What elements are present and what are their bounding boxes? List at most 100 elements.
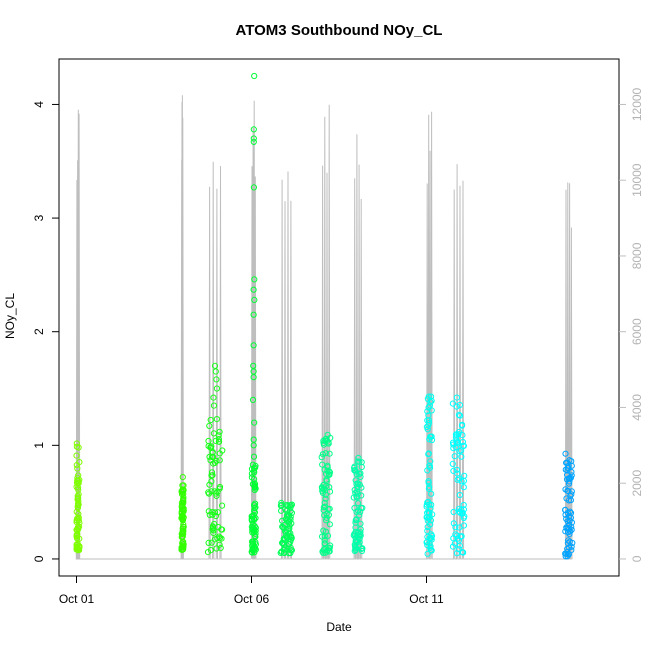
data-point: [320, 527, 327, 534]
data-point: [75, 484, 82, 491]
data-point: [425, 515, 432, 522]
data-point: [450, 508, 457, 516]
data-point: [178, 546, 186, 553]
data-point: [323, 514, 330, 521]
data-point: [279, 517, 286, 524]
y-tick-label: 0: [32, 555, 46, 562]
y2-tick-label: 8000: [630, 242, 644, 269]
data-point: [449, 460, 456, 467]
data-point: [248, 470, 255, 477]
data-point: [75, 486, 82, 493]
data-point: [74, 465, 81, 472]
x-tick-label: Oct 01: [59, 592, 95, 606]
data-point: [354, 494, 361, 501]
data-point: [74, 515, 81, 522]
data-point: [249, 529, 256, 536]
data-point: [352, 468, 359, 475]
data-point: [216, 533, 223, 540]
data-point: [424, 550, 431, 557]
series-3: [204, 362, 226, 556]
data-point: [207, 457, 214, 464]
data-point: [427, 546, 434, 554]
series-9: [449, 394, 468, 557]
data-point: [460, 514, 467, 522]
data-point: [425, 393, 432, 400]
data-point: [74, 524, 82, 531]
data-point: [74, 527, 81, 534]
plot-frame: [58, 58, 620, 577]
data-point: [326, 548, 333, 555]
data-point: [216, 541, 223, 548]
data-point: [180, 541, 187, 548]
data-point: [208, 488, 215, 495]
y2-tick-label: 6000: [630, 318, 644, 345]
data-point: [207, 444, 214, 452]
outlier-point: [250, 368, 257, 375]
data-point: [568, 488, 575, 495]
data-point: [428, 490, 435, 497]
data-point: [359, 504, 366, 512]
data-point: [428, 436, 436, 444]
data-point: [357, 531, 364, 538]
data-point: [320, 504, 327, 511]
data-point: [209, 472, 216, 479]
data-point: [453, 403, 460, 410]
data-point: [207, 416, 214, 424]
data-point: [209, 526, 216, 533]
data-point: [353, 480, 360, 488]
data-point: [320, 547, 327, 554]
data-point: [424, 417, 431, 424]
altitude-trace: [75, 95, 573, 560]
data-point: [74, 543, 81, 550]
outlier-point: [250, 342, 257, 349]
data-point: [326, 484, 333, 491]
data-point: [212, 437, 219, 444]
y-tick-label: 4: [32, 101, 46, 108]
x-tick-label: Oct 11: [409, 592, 444, 606]
data-point: [456, 401, 463, 409]
data-point: [460, 484, 467, 491]
data-point: [249, 512, 256, 520]
data-point: [216, 485, 223, 492]
data-point: [460, 442, 467, 449]
data-point: [206, 422, 213, 429]
data-point: [568, 519, 576, 526]
data-point: [286, 512, 293, 519]
data-point: [216, 457, 223, 464]
series-4: [248, 72, 259, 556]
data-point: [277, 502, 284, 509]
data-point: [210, 430, 217, 437]
data-point: [450, 467, 457, 474]
data-point: [208, 469, 216, 476]
data-point: [321, 499, 328, 507]
data-point: [321, 466, 328, 473]
data-point: [425, 479, 432, 486]
data-point: [322, 491, 329, 498]
data-point: [208, 478, 215, 485]
x-tick-label: Oct 06: [234, 592, 270, 606]
y2-tick-label: 2000: [630, 470, 644, 497]
data-point: [214, 509, 221, 516]
data-point: [356, 481, 363, 488]
data-point: [319, 451, 326, 458]
data-point: [454, 439, 461, 446]
data-point: [318, 454, 325, 461]
data-point: [460, 522, 467, 529]
data-point: [284, 516, 291, 523]
data-point: [205, 437, 212, 445]
data-point: [215, 438, 222, 445]
data-point: [211, 520, 218, 528]
data-point: [208, 539, 215, 546]
data-point: [248, 548, 255, 556]
data-point: [562, 528, 569, 535]
data-point: [283, 507, 290, 514]
data-point: [567, 497, 575, 504]
data-point: [457, 533, 464, 540]
data-point: [355, 529, 362, 536]
data-point: [282, 506, 289, 513]
data-point: [320, 481, 327, 489]
data-point: [288, 535, 295, 542]
data-point: [562, 450, 569, 457]
altitude-line: [75, 95, 573, 560]
